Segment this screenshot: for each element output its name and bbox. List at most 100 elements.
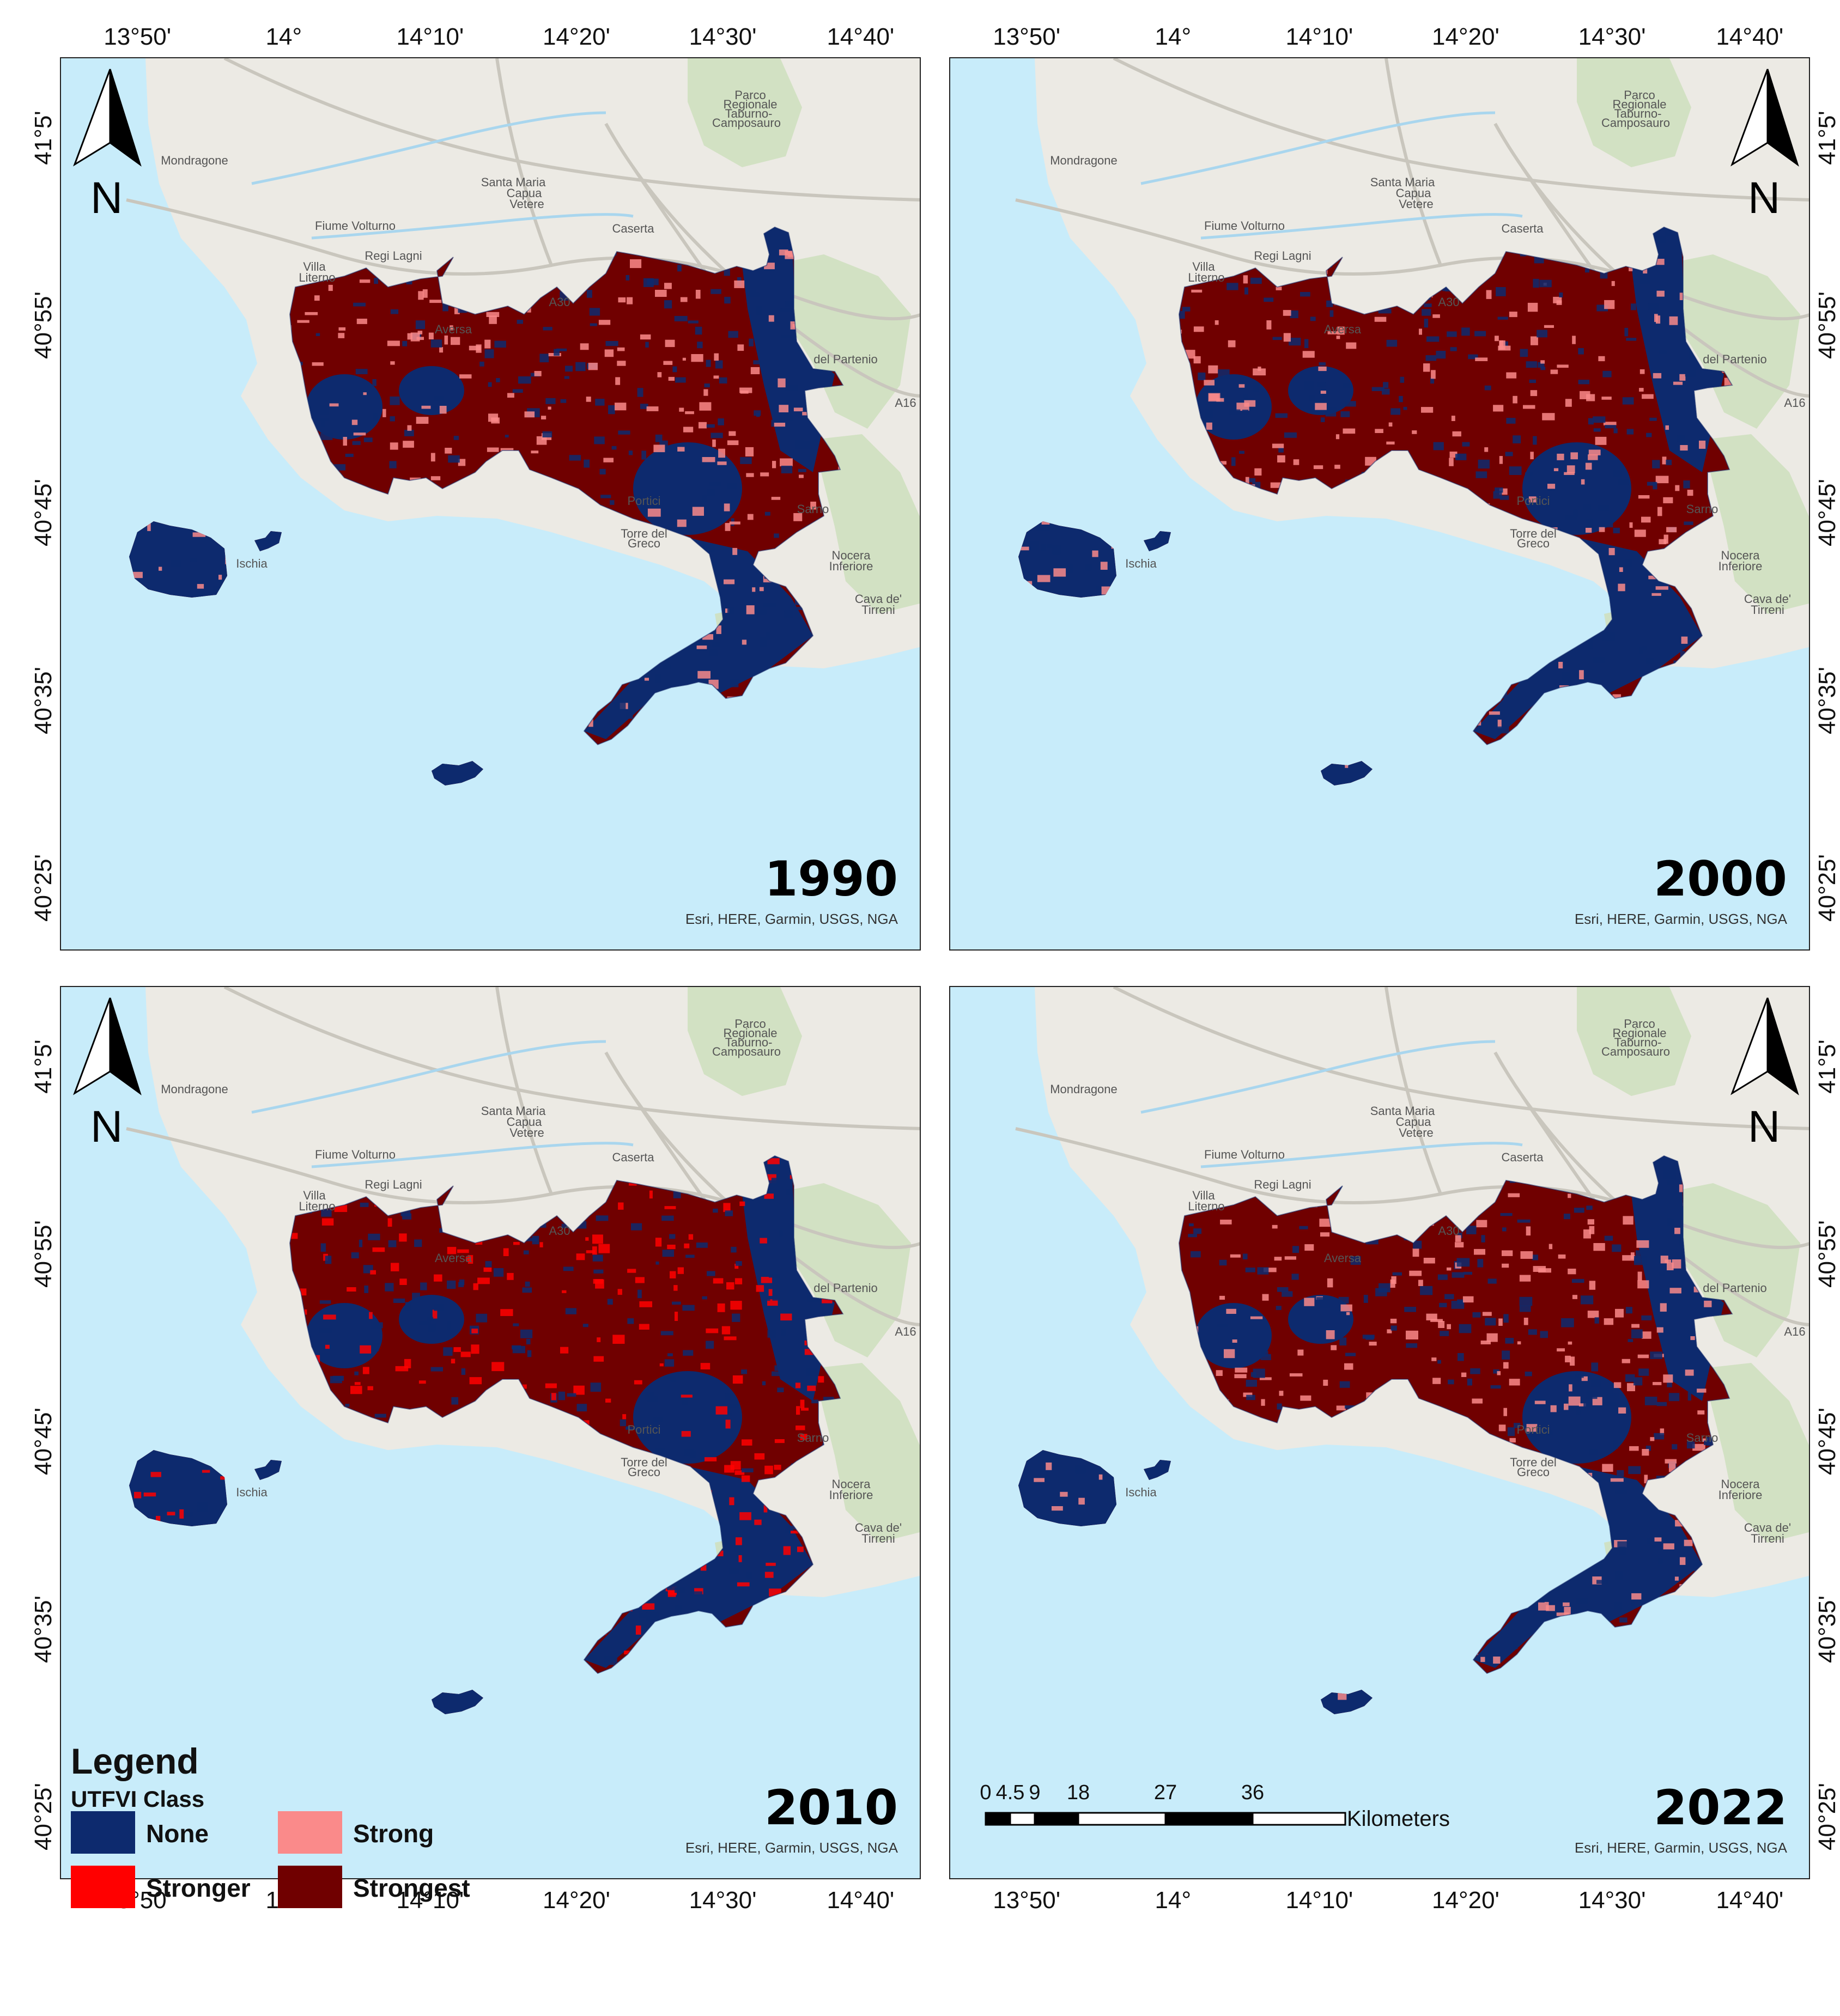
- class-speckle: [1085, 564, 1092, 571]
- place-label: Taburno-: [1614, 1036, 1662, 1049]
- class-speckle: [673, 1285, 678, 1291]
- class-speckle: [1439, 1302, 1447, 1307]
- class-speckle: [1489, 711, 1500, 715]
- class-speckle: [1404, 1307, 1416, 1312]
- class-speckle: [1603, 1402, 1616, 1406]
- class-speckle: [1574, 1208, 1584, 1213]
- class-speckle: [1264, 1268, 1277, 1272]
- class-speckle: [500, 1309, 513, 1316]
- class-speckle: [1304, 381, 1314, 390]
- class-speckle: [615, 403, 627, 411]
- longitude-tick: 14°: [1155, 1887, 1192, 1914]
- class-speckle: [350, 1386, 362, 1394]
- north-arrow-icon: [73, 69, 142, 167]
- class-speckle: [1675, 485, 1680, 491]
- class-speckle: [1605, 425, 1617, 429]
- place-label: Cava de': [1744, 1521, 1791, 1534]
- class-speckle: [771, 497, 781, 500]
- class-speckle: [432, 1310, 438, 1319]
- class-speckle: [1433, 442, 1444, 450]
- class-speckle: [779, 405, 789, 412]
- class-speckle: [418, 291, 424, 300]
- place-label: A16: [1784, 396, 1805, 410]
- latitude-tick: 40°55': [30, 1220, 57, 1288]
- class-speckle: [628, 450, 633, 455]
- class-speckle: [680, 297, 688, 302]
- class-speckle: [560, 1347, 569, 1354]
- class-speckle: [664, 1206, 676, 1209]
- class-speckle: [1242, 410, 1249, 415]
- class-speckle: [1566, 465, 1575, 473]
- place-label: Capua: [1396, 186, 1432, 200]
- class-speckle: [1431, 1357, 1437, 1361]
- class-speckle: [1674, 1227, 1680, 1234]
- place-label: Fiume Volturno: [1204, 1148, 1285, 1161]
- class-speckle: [1636, 1240, 1649, 1248]
- class-none-zone: [399, 366, 464, 415]
- place-label: Torre del: [1510, 527, 1557, 540]
- class-speckle: [1206, 422, 1212, 430]
- place-label: Tirreni: [1751, 603, 1784, 617]
- class-speckle: [1654, 1537, 1662, 1542]
- class-speckle: [713, 1278, 724, 1284]
- class-speckle: [1447, 1267, 1452, 1271]
- class-speckle: [706, 360, 711, 367]
- class-speckle: [1467, 1378, 1472, 1386]
- longitude-tick: 14°20': [1432, 1887, 1499, 1914]
- class-speckle: [390, 396, 400, 405]
- class-speckle: [677, 1267, 684, 1274]
- class-speckle: [345, 1404, 350, 1407]
- class-speckle: [486, 312, 500, 317]
- class-speckle: [607, 1299, 613, 1305]
- class-speckle: [1430, 1319, 1443, 1322]
- class-speckle: [617, 361, 626, 366]
- place-label: Inferiore: [1718, 1488, 1763, 1502]
- class-speckle: [312, 362, 324, 366]
- place-label: Portici: [627, 1423, 660, 1436]
- latitude-tick: 41°5': [1814, 1039, 1840, 1094]
- class-speckle: [795, 1426, 805, 1430]
- class-speckle: [1657, 507, 1662, 516]
- class-speckle: [1540, 1331, 1548, 1338]
- class-speckle: [1482, 1312, 1492, 1316]
- class-speckle: [593, 1279, 603, 1284]
- class-speckle: [766, 632, 770, 640]
- class-speckle: [1615, 1571, 1623, 1580]
- class-speckle: [681, 1431, 691, 1437]
- year-label: 2010: [764, 1780, 898, 1836]
- class-speckle: [374, 278, 378, 284]
- class-speckle: [767, 1158, 780, 1165]
- class-speckle: [1628, 1466, 1641, 1475]
- class-speckle: [1363, 1295, 1368, 1303]
- class-speckle: [1497, 1371, 1501, 1375]
- class-speckle: [1244, 287, 1248, 295]
- class-speckle: [1037, 575, 1050, 582]
- class-speckle: [683, 1350, 694, 1356]
- class-speckle: [706, 1341, 714, 1349]
- class-speckle: [539, 1223, 546, 1228]
- class-speckle: [774, 1365, 779, 1371]
- class-speckle: [695, 290, 701, 299]
- class-speckle: [1426, 1313, 1437, 1320]
- class-speckle: [1666, 527, 1677, 533]
- class-speckle: [768, 315, 774, 322]
- place-label: Camposauro: [712, 116, 781, 130]
- class-speckle: [1619, 1617, 1628, 1623]
- class-speckle: [635, 1277, 645, 1283]
- class-speckle: [575, 362, 586, 371]
- class-speckle: [488, 382, 492, 387]
- class-speckle: [739, 387, 752, 393]
- hill-area: [1577, 58, 1691, 167]
- class-speckle: [1474, 1248, 1485, 1255]
- class-speckle: [1391, 1276, 1396, 1284]
- class-speckle: [1409, 1270, 1422, 1276]
- class-speckle: [1386, 339, 1398, 347]
- class-speckle: [675, 1605, 682, 1612]
- class-speckle: [764, 1465, 773, 1475]
- class-speckle: [699, 402, 712, 411]
- class-speckle: [1586, 394, 1595, 401]
- class-speckle: [1601, 397, 1612, 400]
- place-label: del Partenio: [1703, 352, 1766, 366]
- class-speckle: [1472, 1398, 1483, 1404]
- class-speckle: [1474, 331, 1486, 337]
